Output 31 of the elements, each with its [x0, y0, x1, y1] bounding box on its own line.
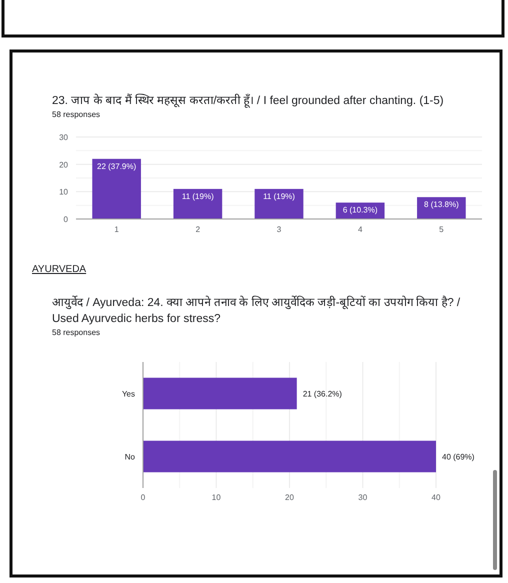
y-tick-label: 20	[59, 160, 69, 170]
data-label: 22 (37.9%)	[97, 162, 136, 171]
x-tick-label: 2	[196, 225, 201, 234]
y-tick-label: Yes	[122, 390, 135, 398]
data-label: 40 (69%)	[442, 452, 475, 462]
x-tick-label: 30	[358, 493, 368, 502]
y-tick-label: No	[124, 452, 136, 462]
chart-title: आयुर्वेद / Ayurveda: 24. क्या आपने तनाव के लिए आयुर्वेदिक जड़ी-बूटियों का उपयोग किया है? / Used Ayurvedic herbs for stress?	[52, 295, 461, 325]
data-label: 8 (13.8%)	[424, 200, 460, 210]
chart-subtitle: 58 responses	[52, 110, 100, 119]
y-tick-label: 10	[59, 188, 69, 197]
data-label: 11 (19%)	[263, 192, 296, 201]
data-label: 21 (36.2%)	[302, 390, 342, 398]
x-tick-label: 10	[212, 493, 222, 502]
text: AYURVEDA	[32, 264, 86, 275]
bar	[254, 188, 304, 219]
bar	[92, 158, 141, 219]
text: 58 responses	[52, 328, 100, 337]
x-tick-label: 1	[114, 225, 120, 234]
bar	[173, 188, 222, 219]
chart-title: 23. जाप के बाद मैं स्थिर महसूस करता/करती हूँ। / I feel grounded after chanting. (1-5)	[52, 93, 444, 108]
y-tick-label: 30	[59, 133, 69, 142]
data-label: 11 (19%)	[182, 192, 214, 201]
y-tick-label: 0	[64, 215, 69, 224]
x-tick-label: 0	[140, 493, 146, 502]
x-tick-label: 20	[285, 493, 294, 502]
x-tick-label: 5	[439, 225, 444, 234]
data-label: 6 (10.3%)	[342, 206, 378, 215]
x-tick-label: 3	[276, 225, 282, 234]
x-tick-label: 4	[358, 225, 363, 234]
x-tick-label: 40	[432, 493, 441, 502]
